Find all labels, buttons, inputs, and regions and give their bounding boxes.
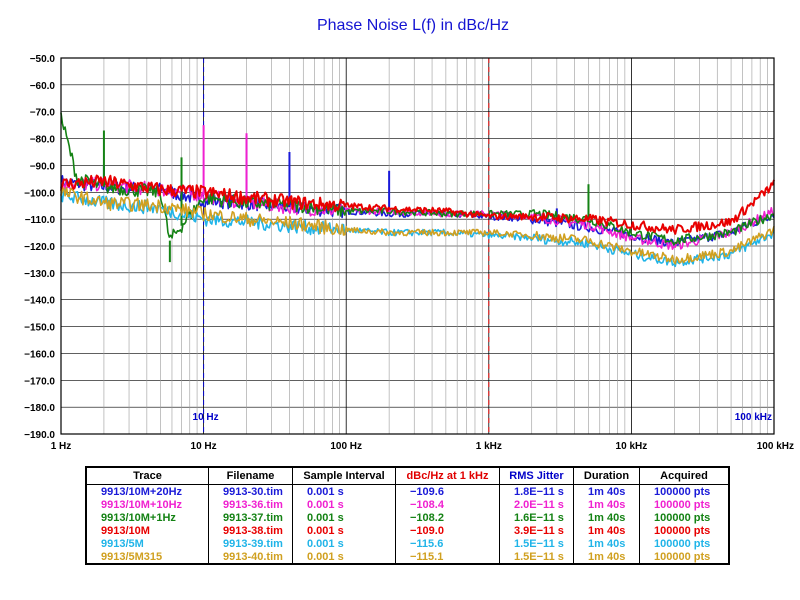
legend-cell-rms-jitter: 1.5E−11 s bbox=[499, 550, 574, 565]
legend-cell-dbc-at-1khz: −108.2 bbox=[395, 511, 500, 524]
header-duration: Duration bbox=[573, 466, 640, 485]
x-tick-label: 1 Hz bbox=[51, 441, 72, 452]
legend-cell-dbc-at-1khz: −115.1 bbox=[395, 550, 500, 565]
y-tick-label: −180.0 bbox=[24, 403, 55, 414]
plot-frame bbox=[60, 57, 775, 435]
legend-cell-sample-interval: 0.001 s bbox=[292, 498, 396, 511]
chart-title: Phase Noise L(f) in dBc/Hz bbox=[316, 17, 510, 34]
legend-header-row: Trace Filename Sample Interval dBc/Hz at… bbox=[85, 466, 730, 485]
legend-cell-rms-jitter: 1.5E−11 s bbox=[499, 537, 574, 550]
legend-cell-sample-interval: 0.001 s bbox=[292, 511, 396, 524]
marker-label: 100 kHz bbox=[735, 412, 772, 423]
legend-cell-duration: 1m 40s bbox=[573, 537, 640, 550]
y-tick-label: −50.0 bbox=[30, 54, 56, 65]
legend-cell-sample-interval: 0.001 s bbox=[292, 537, 396, 550]
legend-cell-filename: 9913-36.tim bbox=[208, 498, 293, 511]
y-tick-label: −90.0 bbox=[30, 161, 56, 172]
header-dbc-at-1khz: dBc/Hz at 1 kHz bbox=[395, 466, 500, 485]
phase-noise-chart: 10 Hz 100 kHz −50.0 −60.0 −70.0 −80.0 −90.0 −10… bbox=[24, 54, 794, 452]
legend-cell-rms-jitter: 1.6E−11 s bbox=[499, 511, 574, 524]
legend-cell-trace: 9913/10M bbox=[85, 524, 209, 537]
legend-cell-duration: 1m 40s bbox=[573, 524, 640, 537]
y-tick-label: −150.0 bbox=[24, 323, 55, 334]
legend-cell-acquired: 100000 pts bbox=[639, 524, 730, 537]
y-tick-label: −100.0 bbox=[24, 188, 55, 199]
legend-row: 9913/5M315 9913-40.tim 0.001 s −115.1 1.5E−1… bbox=[85, 550, 730, 565]
legend-cell-dbc-at-1khz: −115.6 bbox=[395, 537, 500, 550]
legend-cell-acquired: 100000 pts bbox=[639, 511, 730, 524]
legend-cell-filename: 9913-30.tim bbox=[208, 484, 293, 498]
legend-cell-duration: 1m 40s bbox=[573, 511, 640, 524]
legend-row: 9913/5M 9913-39.tim 0.001 s −115.6 1.5E−11 s… bbox=[85, 537, 730, 550]
y-tick-label: −160.0 bbox=[24, 349, 55, 360]
y-tick-label: −190.0 bbox=[24, 430, 55, 441]
y-tick-label: −110.0 bbox=[25, 215, 56, 226]
x-tick-label: 10 kHz bbox=[616, 441, 648, 452]
legend-cell-sample-interval: 0.001 s bbox=[292, 550, 396, 565]
legend-cell-rms-jitter: 1.8E−11 s bbox=[499, 484, 574, 498]
legend-cell-rms-jitter: 2.0E−11 s bbox=[499, 498, 574, 511]
y-tick-label: −130.0 bbox=[24, 269, 55, 280]
legend-row: 9913/10M 9913-38.tim 0.001 s −109.0 3.9E−11 … bbox=[85, 524, 730, 537]
y-tick-label: −140.0 bbox=[24, 296, 55, 307]
legend-cell-dbc-at-1khz: −108.4 bbox=[395, 498, 500, 511]
x-tick-label: 100 kHz bbox=[757, 441, 794, 452]
legend-cell-trace: 9913/10M+1Hz bbox=[85, 511, 209, 524]
legend-cell-trace: 9913/5M315 bbox=[85, 550, 209, 565]
legend-row: 9913/10M+10Hz 9913-36.tim 0.001 s −108.4 2.0… bbox=[85, 498, 730, 511]
legend-cell-sample-interval: 0.001 s bbox=[292, 484, 396, 498]
legend-cell-trace: 9913/10M+20Hz bbox=[85, 484, 209, 498]
trace-legend-table: Trace Filename Sample Interval dBc/Hz at… bbox=[85, 466, 730, 565]
series-line bbox=[60, 174, 775, 235]
legend-cell-filename: 9913-39.tim bbox=[208, 537, 293, 550]
legend-cell-filename: 9913-37.tim bbox=[208, 511, 293, 524]
legend-cell-acquired: 100000 pts bbox=[639, 537, 730, 550]
y-tick-label: −170.0 bbox=[24, 376, 55, 387]
legend-cell-duration: 1m 40s bbox=[573, 498, 640, 511]
y-tick-label: −70.0 bbox=[30, 108, 56, 119]
series-line bbox=[60, 186, 775, 265]
header-acquired: Acquired bbox=[639, 466, 730, 485]
y-tick-label: −120.0 bbox=[24, 242, 55, 253]
legend-cell-acquired: 100000 pts bbox=[639, 498, 730, 511]
legend-cell-filename: 9913-38.tim bbox=[208, 524, 293, 537]
x-tick-label: 10 Hz bbox=[191, 441, 217, 452]
legend-cell-acquired: 100000 pts bbox=[639, 484, 730, 498]
legend-row: 9913/10M+20Hz 9913-30.tim 0.001 s −109.6 1.8… bbox=[85, 484, 730, 498]
header-sample-interval: Sample Interval bbox=[292, 466, 396, 485]
legend-row: 9913/10M+1Hz 9913-37.tim 0.001 s −108.2 1.6E… bbox=[85, 511, 730, 524]
legend-cell-rms-jitter: 3.9E−11 s bbox=[499, 524, 574, 537]
marker-label: 10 Hz bbox=[193, 412, 219, 423]
legend-cell-dbc-at-1khz: −109.0 bbox=[395, 524, 500, 537]
series-line bbox=[60, 176, 775, 250]
y-tick-label: −80.0 bbox=[30, 135, 56, 146]
x-tick-label: 1 kHz bbox=[476, 441, 502, 452]
legend-cell-filename: 9913-40.tim bbox=[208, 550, 293, 565]
legend-cell-dbc-at-1khz: −109.6 bbox=[395, 484, 500, 498]
header-trace: Trace bbox=[85, 466, 209, 485]
legend-cell-trace: 9913/10M+10Hz bbox=[85, 498, 209, 511]
header-rms-jitter: RMS Jitter bbox=[499, 466, 574, 485]
legend-cell-trace: 9913/5M bbox=[85, 537, 209, 550]
x-tick-label: 100 Hz bbox=[330, 441, 362, 452]
legend-cell-acquired: 100000 pts bbox=[639, 550, 730, 565]
legend-cell-duration: 1m 40s bbox=[573, 550, 640, 565]
legend-cell-sample-interval: 0.001 s bbox=[292, 524, 396, 537]
y-tick-label: −60.0 bbox=[30, 81, 56, 92]
header-filename: Filename bbox=[208, 466, 293, 485]
legend-cell-duration: 1m 40s bbox=[573, 484, 640, 498]
